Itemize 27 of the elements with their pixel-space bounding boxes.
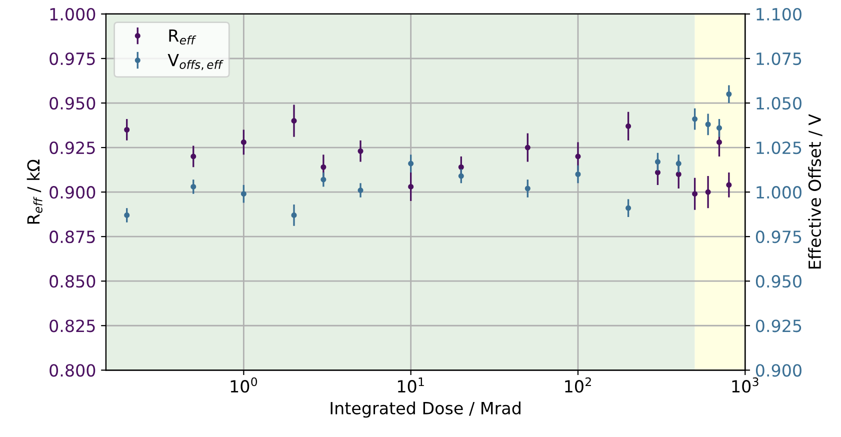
x-axis-title: Integrated Dose / Mrad [330, 402, 520, 418]
y-tick-label: 0.900 [50, 186, 96, 199]
y-tick-label: 0.875 [50, 230, 95, 244]
y2-tick-label: 0.950 [756, 275, 802, 288]
y2-tick-label: 1.075 [756, 52, 802, 66]
y2-tick-label: 1.025 [756, 142, 802, 154]
y-tick-label: 0.850 [50, 275, 96, 288]
y2-tick-label: 0.925 [756, 320, 802, 332]
legend-label: R$_{eff}$ [169, 29, 196, 45]
y-tick-label: 0.925 [50, 142, 95, 154]
y-tick-label: 1.000 [50, 8, 96, 21]
y-tick-label: 0.825 [50, 320, 95, 332]
y-tick-label: 0.975 [50, 52, 95, 66]
x-tick-label: 10$^{1}$ [398, 378, 424, 393]
y-tick-label: 0.950 [50, 96, 96, 110]
y-axis-title: R$_{eff}$ / kΩ [26, 160, 42, 224]
y2-axis-title: Effective Offset / V [808, 114, 822, 269]
legend-label: V$_{offs,eff}$ [168, 54, 224, 70]
y2-tick-label: 1.000 [756, 186, 802, 199]
y2-tick-label: 1.050 [756, 96, 802, 110]
x-tick-label: 10$^{0}$ [230, 377, 258, 393]
y2-tick-label: 0.900 [756, 364, 802, 377]
y2-tick-label: 0.975 [756, 230, 802, 244]
y-tick-label: 0.800 [50, 364, 96, 377]
x-tick-label: 10$^{3}$ [732, 377, 758, 393]
y2-tick-label: 1.100 [756, 8, 802, 21]
x-tick-label: 10$^{2}$ [565, 377, 591, 393]
